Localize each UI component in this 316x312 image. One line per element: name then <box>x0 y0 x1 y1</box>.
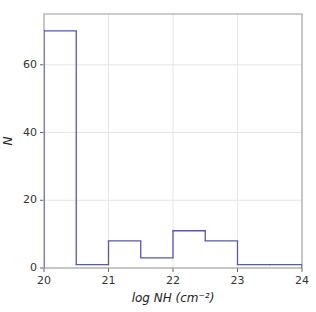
histogram-bin <box>173 230 205 231</box>
y-tick-label: 60 <box>23 58 37 71</box>
x-tick-label: 22 <box>166 274 180 287</box>
x-tick-label: 21 <box>102 274 116 287</box>
y-tick <box>40 268 44 269</box>
step-riser <box>172 231 173 258</box>
y-tick <box>40 64 44 65</box>
y-tick-label: 40 <box>23 126 37 139</box>
histogram-bin <box>109 240 141 241</box>
step-riser <box>140 241 141 258</box>
x-tick <box>173 268 174 272</box>
histogram <box>44 31 302 268</box>
y-tick <box>40 200 44 201</box>
x-grid-line <box>173 14 174 268</box>
y-tick <box>40 132 44 133</box>
x-tick-label: 24 <box>295 274 309 287</box>
histogram-bin <box>205 240 237 241</box>
x-tick-label: 20 <box>37 274 51 287</box>
x-tick-label: 23 <box>231 274 245 287</box>
histogram-bin <box>270 264 302 265</box>
histogram-bin <box>76 264 108 265</box>
axes: 02040602021222324 <box>23 14 309 287</box>
y-tick-label: 0 <box>30 261 37 274</box>
step-riser <box>108 241 109 265</box>
histogram-bin <box>141 257 173 258</box>
histogram-bin <box>44 30 76 31</box>
histogram-bin <box>238 264 270 265</box>
y-tick-label: 20 <box>23 193 37 206</box>
chart: 02040602021222324log NH (cm⁻²)N <box>0 0 316 312</box>
x-grid-line <box>237 14 238 268</box>
plot-frame <box>44 14 302 268</box>
x-axis-label: log NH (cm⁻²) <box>132 291 215 305</box>
step-riser <box>44 31 45 268</box>
x-tick <box>302 268 303 272</box>
y-axis-label: N <box>1 136 15 145</box>
x-tick <box>108 268 109 272</box>
step-riser <box>76 31 77 265</box>
x-tick <box>237 268 238 272</box>
x-grid-line <box>108 14 109 268</box>
step-riser <box>205 231 206 241</box>
step-riser <box>237 241 238 265</box>
x-tick <box>44 268 45 272</box>
chart-container: 02040602021222324log NH (cm⁻²)N <box>0 0 316 312</box>
